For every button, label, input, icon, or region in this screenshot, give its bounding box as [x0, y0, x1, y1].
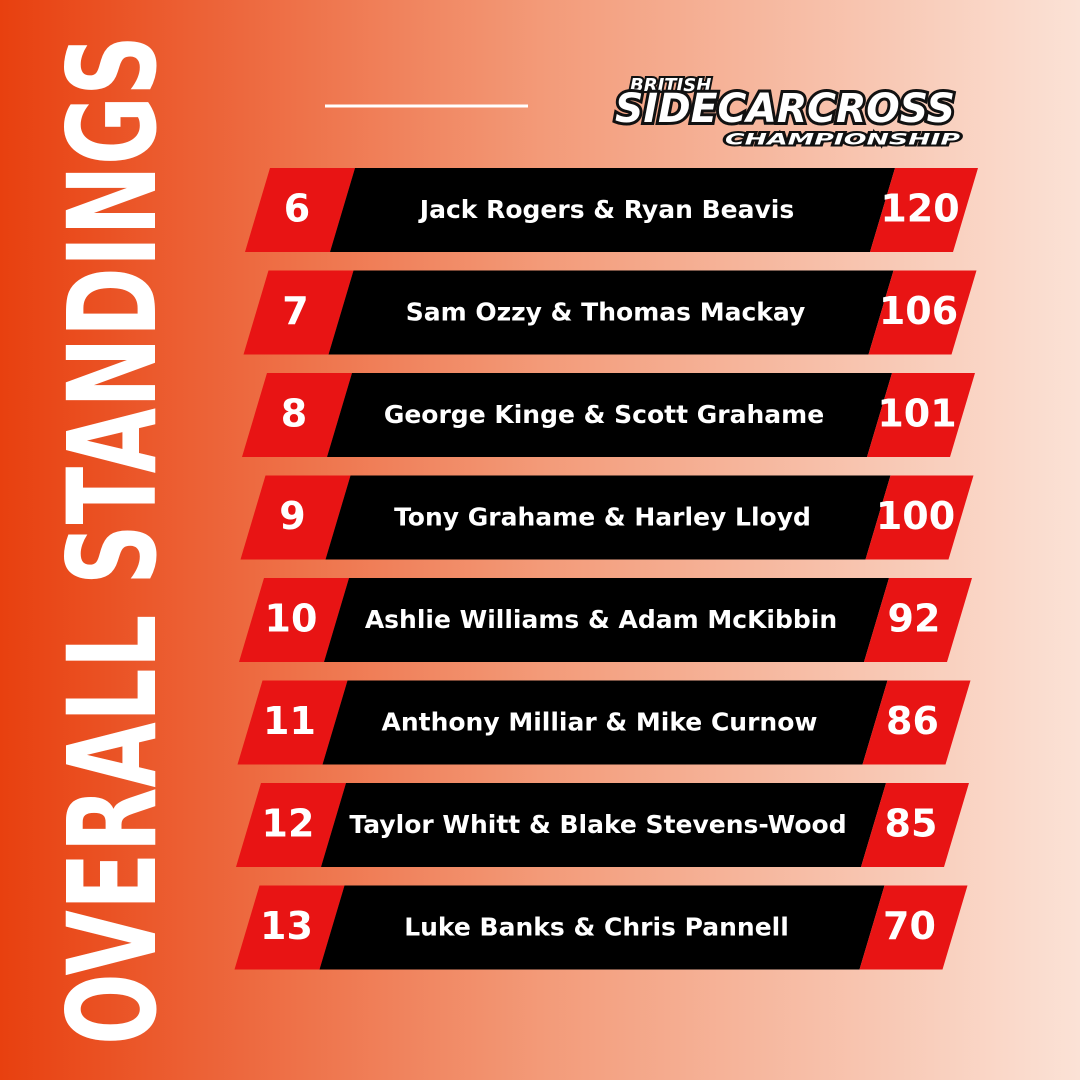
position: 13: [260, 904, 313, 948]
standing-row: 8 George Kinge & Scott Grahame 101: [242, 373, 975, 457]
standing-row: 11 Anthony Milliar & Mike Curnow 86: [237, 680, 971, 765]
standing-row: 6 Jack Rogers & Ryan Beavis 120: [245, 168, 978, 252]
name-bar: [330, 168, 895, 252]
team-names: Jack Rogers & Ryan Beavis: [418, 195, 794, 224]
standing-row: 12 Taylor Whitt & Blake Stevens-Wood 85: [236, 783, 969, 867]
points: 92: [888, 597, 941, 641]
team-names: Taylor Whitt & Blake Stevens-Wood: [349, 810, 846, 839]
position: 6: [284, 187, 310, 231]
title: OVERALL STANDINGS: [42, 35, 184, 1045]
team-names: George Kinge & Scott Grahame: [384, 400, 824, 429]
name-bar: [327, 373, 892, 457]
name-bar: [319, 885, 885, 970]
position-badge: [240, 475, 351, 560]
logo-main: SIDECARCROSS: [615, 86, 955, 132]
logo-bottom: CHAMPIONSHIP: [725, 130, 960, 149]
position: 9: [279, 494, 305, 538]
points-badge: [870, 168, 978, 252]
name-bar: [328, 270, 894, 355]
points-badge: [867, 373, 975, 457]
points-badge: [864, 578, 972, 662]
team-names: Sam Ozzy & Thomas Mackay: [406, 298, 806, 327]
points-badge: [859, 885, 968, 970]
team-names: Anthony Milliar & Mike Curnow: [381, 708, 817, 737]
name-bar: [325, 475, 891, 560]
team-names: Tony Grahame & Harley Lloyd: [394, 503, 811, 532]
name-bar: [322, 680, 888, 765]
position-badge: [245, 168, 355, 252]
name-bar: [321, 783, 886, 867]
position: 12: [262, 802, 315, 846]
position: 11: [263, 699, 316, 743]
position-badge: [236, 783, 346, 867]
points: 85: [885, 802, 938, 846]
points-badge: [861, 783, 969, 867]
team-names: Ashlie Williams & Adam McKibbin: [365, 605, 837, 634]
points-badge: [868, 270, 977, 355]
standings: 6 Jack Rogers & Ryan Beavis 120 7 Sam Ozzy &…: [234, 168, 978, 970]
position-badge: [237, 680, 348, 765]
position: 10: [265, 597, 318, 641]
points: 106: [879, 289, 958, 333]
position-badge: [243, 270, 354, 355]
points-badge: [865, 475, 974, 560]
points-badge: [862, 680, 971, 765]
position-badge: [234, 885, 345, 970]
position: 8: [281, 392, 307, 436]
position: 7: [282, 289, 308, 333]
logo: BRITISH SIDECARCROSS CHAMPIONSHIP: [612, 73, 962, 151]
standing-row: 7 Sam Ozzy & Thomas Mackay 106: [243, 270, 977, 355]
team-names: Luke Banks & Chris Pannell: [404, 913, 789, 942]
position-badge: [242, 373, 352, 457]
points: 86: [886, 699, 939, 743]
logo-top: BRITISH: [630, 75, 711, 96]
name-bar: [324, 578, 889, 662]
points: 100: [876, 494, 955, 538]
standing-row: 10 Ashlie Williams & Adam McKibbin 92: [239, 578, 972, 662]
points: 101: [877, 392, 956, 436]
standing-row: 9 Tony Grahame & Harley Lloyd 100: [240, 475, 974, 560]
points: 70: [883, 904, 936, 948]
points: 120: [880, 187, 959, 231]
standing-row: 13 Luke Banks & Chris Pannell 70: [234, 885, 968, 970]
position-badge: [239, 578, 349, 662]
